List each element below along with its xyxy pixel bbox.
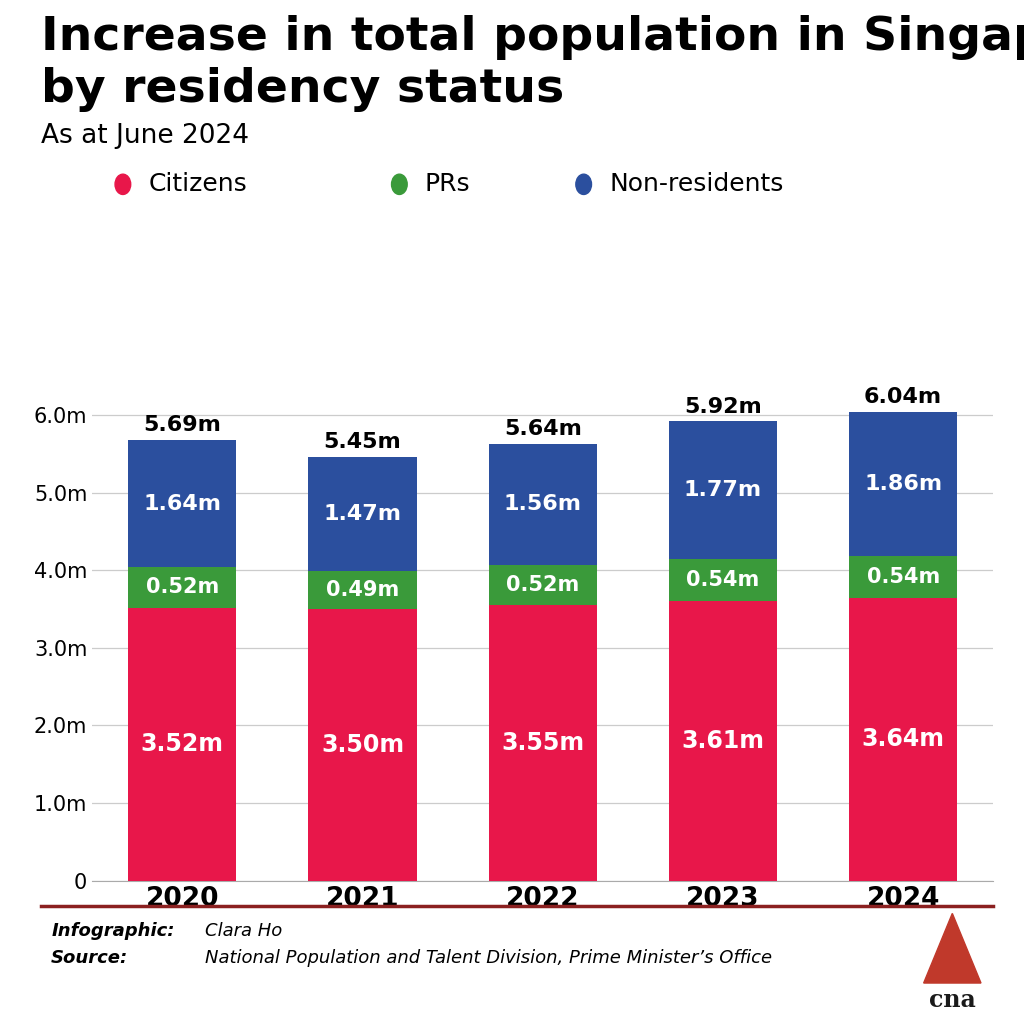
- Text: Citizens: Citizens: [148, 172, 247, 197]
- Bar: [128, 567, 237, 607]
- Text: cna: cna: [929, 988, 976, 1012]
- Text: 5.69m: 5.69m: [143, 416, 221, 435]
- Bar: [849, 556, 957, 598]
- Bar: [128, 607, 237, 881]
- Text: PRs: PRs: [425, 172, 471, 197]
- Text: 1.77m: 1.77m: [684, 480, 762, 500]
- Text: National Population and Talent Division, Prime Minister’s Office: National Population and Talent Division,…: [205, 949, 772, 968]
- Text: 0.49m: 0.49m: [326, 581, 399, 600]
- Text: 6.04m: 6.04m: [864, 387, 942, 408]
- Bar: [488, 443, 597, 565]
- Text: 5.45m: 5.45m: [324, 432, 401, 453]
- Text: 1.56m: 1.56m: [504, 495, 582, 514]
- Text: 3.61m: 3.61m: [681, 729, 765, 753]
- Bar: [669, 559, 777, 601]
- Text: 1.86m: 1.86m: [864, 474, 942, 495]
- Text: 3.52m: 3.52m: [140, 732, 224, 756]
- Text: Infographic:: Infographic:: [51, 922, 175, 940]
- Text: 0.54m: 0.54m: [866, 567, 940, 588]
- Text: 1.64m: 1.64m: [143, 494, 221, 514]
- Text: Non-residents: Non-residents: [609, 172, 783, 197]
- Text: 5.64m: 5.64m: [504, 419, 582, 439]
- Bar: [128, 440, 237, 567]
- Bar: [669, 601, 777, 881]
- Text: 3.64m: 3.64m: [861, 727, 945, 752]
- Text: 3.55m: 3.55m: [501, 731, 585, 755]
- Text: 1.47m: 1.47m: [324, 504, 401, 524]
- Text: 3.50m: 3.50m: [321, 733, 404, 757]
- Text: by residency status: by residency status: [41, 67, 564, 112]
- Text: As at June 2024: As at June 2024: [41, 123, 249, 148]
- Bar: [488, 605, 597, 881]
- Bar: [669, 422, 777, 559]
- Bar: [488, 565, 597, 605]
- Text: Source:: Source:: [51, 949, 128, 968]
- Text: 0.54m: 0.54m: [686, 569, 760, 590]
- Text: Increase in total population in Singapore: Increase in total population in Singapor…: [41, 15, 1024, 60]
- Bar: [308, 457, 417, 571]
- Bar: [308, 609, 417, 881]
- Text: Clara Ho: Clara Ho: [205, 922, 282, 940]
- Text: 0.52m: 0.52m: [145, 578, 219, 597]
- Text: 0.52m: 0.52m: [506, 575, 580, 595]
- Bar: [849, 598, 957, 881]
- Text: 5.92m: 5.92m: [684, 396, 762, 417]
- Bar: [308, 571, 417, 609]
- Bar: [849, 412, 957, 556]
